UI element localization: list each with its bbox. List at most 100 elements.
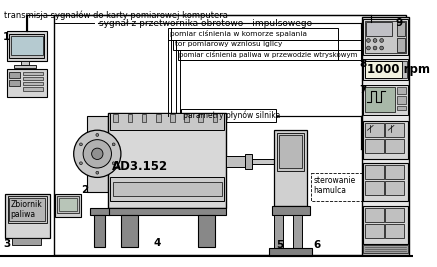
Bar — [181, 109, 276, 122]
Bar — [288, 159, 302, 165]
Bar — [11, 36, 42, 55]
Text: tor pomiarowy wzniosu iglicy: tor pomiarowy wzniosu iglicy — [175, 41, 282, 47]
Bar — [364, 181, 384, 195]
Bar — [366, 22, 392, 36]
Bar — [23, 77, 43, 80]
Bar — [168, 28, 338, 40]
Bar — [274, 130, 307, 206]
Text: sygnał z przetwornika obrotowo - impulsowego: sygnał z przetwornika obrotowo - impulso… — [99, 19, 312, 28]
Bar — [279, 135, 302, 168]
Text: 3: 3 — [3, 239, 10, 249]
Bar — [364, 208, 384, 222]
Bar — [397, 96, 406, 104]
Bar — [397, 22, 405, 36]
Bar — [110, 178, 224, 201]
Bar — [212, 114, 217, 122]
Bar — [54, 15, 406, 255]
Circle shape — [83, 140, 111, 168]
Circle shape — [112, 162, 115, 165]
Text: 1: 1 — [3, 32, 10, 42]
Bar — [362, 17, 409, 255]
Text: parametry płynów silnika: parametry płynów silnika — [183, 111, 281, 120]
Bar — [12, 238, 41, 245]
Bar — [272, 206, 310, 215]
Bar — [10, 198, 45, 221]
Bar — [363, 245, 408, 253]
Bar — [402, 61, 407, 78]
Bar — [23, 87, 43, 91]
Bar — [364, 123, 384, 137]
Text: pomiar ciśnienia paliwa w przewodzie wtryskowym: pomiar ciśnienia paliwa w przewodzie wtr… — [180, 51, 358, 58]
Bar — [363, 121, 408, 159]
Circle shape — [80, 162, 82, 165]
Bar — [59, 198, 77, 211]
Bar — [23, 82, 43, 85]
Bar — [385, 165, 404, 179]
Bar — [184, 114, 189, 122]
Circle shape — [92, 148, 103, 159]
Bar — [173, 40, 338, 50]
Text: sterowanie
hamulca: sterowanie hamulca — [314, 175, 356, 195]
Bar — [156, 114, 160, 122]
Circle shape — [373, 38, 377, 42]
Bar — [364, 87, 395, 112]
Bar — [108, 113, 226, 208]
Bar — [269, 248, 312, 256]
Bar — [7, 69, 47, 97]
Circle shape — [367, 38, 370, 42]
Bar — [108, 208, 226, 215]
Bar — [364, 21, 406, 53]
Bar — [385, 208, 404, 222]
Bar — [10, 34, 45, 58]
Bar — [385, 123, 404, 137]
Bar — [57, 196, 80, 213]
Circle shape — [74, 130, 121, 178]
Bar — [281, 157, 288, 167]
Bar — [177, 50, 338, 60]
Text: 7: 7 — [359, 85, 366, 95]
Bar — [21, 61, 29, 65]
Bar — [245, 154, 252, 169]
Bar — [10, 80, 20, 86]
Bar — [110, 113, 224, 130]
Circle shape — [96, 134, 99, 136]
Bar — [397, 87, 406, 94]
Bar — [293, 215, 302, 248]
Bar — [198, 215, 215, 247]
Circle shape — [367, 46, 370, 50]
Text: 5: 5 — [276, 240, 283, 250]
Bar — [363, 19, 408, 55]
Bar — [397, 106, 406, 110]
Bar — [90, 208, 109, 215]
Bar — [364, 139, 384, 153]
Bar — [10, 72, 20, 78]
Bar — [7, 31, 47, 61]
Bar — [128, 114, 132, 122]
Text: 6: 6 — [314, 240, 321, 250]
Bar — [385, 181, 404, 195]
Text: Zbiornik
paliwa: Zbiornik paliwa — [10, 200, 42, 219]
Bar — [363, 206, 408, 244]
Bar — [252, 159, 281, 164]
Bar — [113, 114, 118, 122]
Text: 8: 8 — [359, 59, 366, 69]
Bar — [311, 173, 363, 201]
Text: 9: 9 — [396, 18, 403, 28]
Bar — [363, 163, 408, 201]
Bar — [23, 72, 43, 75]
Bar — [94, 215, 105, 247]
Bar — [397, 38, 405, 52]
Bar — [7, 196, 47, 223]
Bar — [14, 65, 36, 68]
Bar — [226, 156, 245, 167]
Bar — [385, 139, 404, 153]
Bar — [277, 133, 304, 171]
Bar — [198, 114, 203, 122]
Text: AD3.152: AD3.152 — [112, 160, 168, 172]
Circle shape — [80, 143, 82, 146]
Text: 4: 4 — [154, 238, 161, 248]
Bar — [364, 165, 384, 179]
Circle shape — [380, 38, 384, 42]
Bar — [170, 114, 175, 122]
Circle shape — [96, 171, 99, 174]
